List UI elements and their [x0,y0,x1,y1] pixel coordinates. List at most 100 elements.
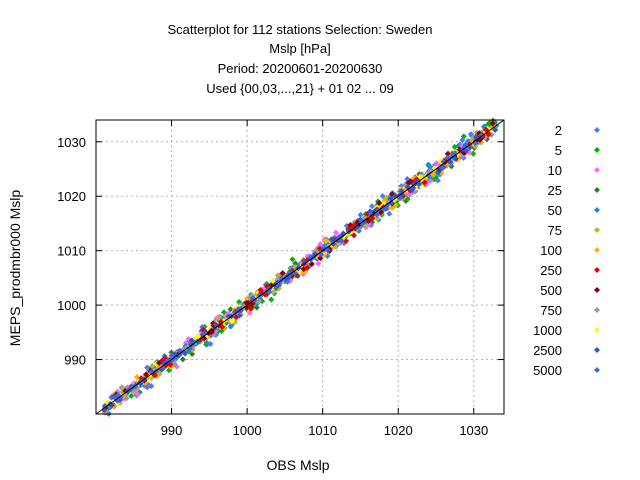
scatter-point [451,143,458,150]
scatter-point [176,352,183,359]
scatter-point [144,384,151,391]
chart-title-line-3: Period: 20200601-20200630 [217,61,383,76]
x-tick-label: 1020 [384,423,413,438]
scatter-point [315,260,322,267]
scatter-point [128,392,135,399]
x-tick-label: 1010 [308,423,337,438]
legend-marker [594,327,600,333]
scatter-point [444,150,451,157]
scatter-point [282,275,289,282]
scatter-point [143,371,150,378]
scatter-point [300,257,307,264]
scatter-point [421,179,428,186]
legend-marker [594,267,600,273]
scatter-point [359,220,366,227]
scatter-point [308,260,315,267]
scatter-point [388,200,395,207]
scatter-point [123,395,130,402]
scatter-point [386,210,393,217]
scatter-point [231,309,238,316]
y-tick-label: 1030 [57,135,86,150]
scatter-point [357,211,364,218]
diagonal-reference-line [95,119,505,415]
y-axis-ticks: 990 1000 1010 1020 1030 [57,135,504,368]
scatter-point [165,357,172,364]
scatter-point [247,305,254,312]
legend-label: 75 [548,223,562,238]
scatter-point [485,131,492,138]
scatter-point [388,204,395,211]
scatter-point [228,316,235,323]
legend-marker [594,147,600,153]
scatter-point [217,318,224,325]
scatter-point [459,137,466,144]
scatter-point [440,158,447,165]
y-tick-label: 1000 [57,298,86,313]
scatter-point [149,362,156,369]
scatter-point [276,280,283,287]
scatter-point [156,370,163,377]
y-tick-label: 1010 [57,244,86,259]
legend-marker [594,367,600,373]
scatter-point [268,296,275,303]
y-axis-label: MEPS_prodmbr000 Mslp [7,190,23,347]
scatter-point [227,323,234,330]
x-tick-label: 1000 [233,423,262,438]
legend-label: 2500 [533,343,562,358]
legend-label: 5000 [533,363,562,378]
legend-label: 10 [548,163,562,178]
scatter-point [256,291,263,298]
scatter-point [167,361,174,368]
chart-title-line-4: Used {00,03,...,21} + 01 02 ... 09 [206,81,394,96]
grid-lines [96,120,504,414]
scatter-point [492,126,499,133]
scatter-point [462,143,469,150]
scatter-point [188,337,195,344]
scatter-point [404,196,411,203]
legend-label: 250 [540,263,562,278]
x-tick-label: 990 [161,423,183,438]
x-axis-label: OBS Mslp [266,457,329,473]
legend-marker [594,227,600,233]
scatter-point [323,237,330,244]
scatter-point [434,177,441,184]
scatter-point [417,173,424,180]
legend-marker [594,307,600,313]
scatter-point [227,306,234,313]
legend-marker [594,127,600,133]
scatter-point [353,224,360,231]
scatter-point [431,165,438,172]
scatter-point [216,314,223,321]
scatter-point [449,150,456,157]
scatter-point [220,309,227,316]
chart-title-line-2: Mslp [hPa] [269,41,331,56]
scatter-point [101,406,108,413]
scatter-point [387,195,394,202]
plot-frame [95,119,505,415]
scatter-point [384,202,391,209]
scatter-point [435,169,442,176]
legend-label: 750 [540,303,562,318]
scatter-point [279,270,286,277]
legend-label: 25 [548,183,562,198]
scatter-point [478,132,485,139]
scatter-point [168,352,175,359]
scatter-point [343,237,350,244]
scatter-point [289,256,296,263]
scatter-point [207,340,214,347]
scatter-point [236,312,243,319]
scatter-point [246,309,253,316]
scatter-point [189,351,196,358]
legend-label: 500 [540,283,562,298]
scatter-point [489,120,496,127]
legend-marker [594,247,600,253]
scatter-point [219,324,226,331]
legend-label: 1000 [533,323,562,338]
y-tick-label: 990 [64,353,86,368]
y-tick-label: 1020 [57,189,86,204]
legend-marker [594,187,600,193]
scatter-point [172,361,179,368]
scatter-point [374,215,381,222]
